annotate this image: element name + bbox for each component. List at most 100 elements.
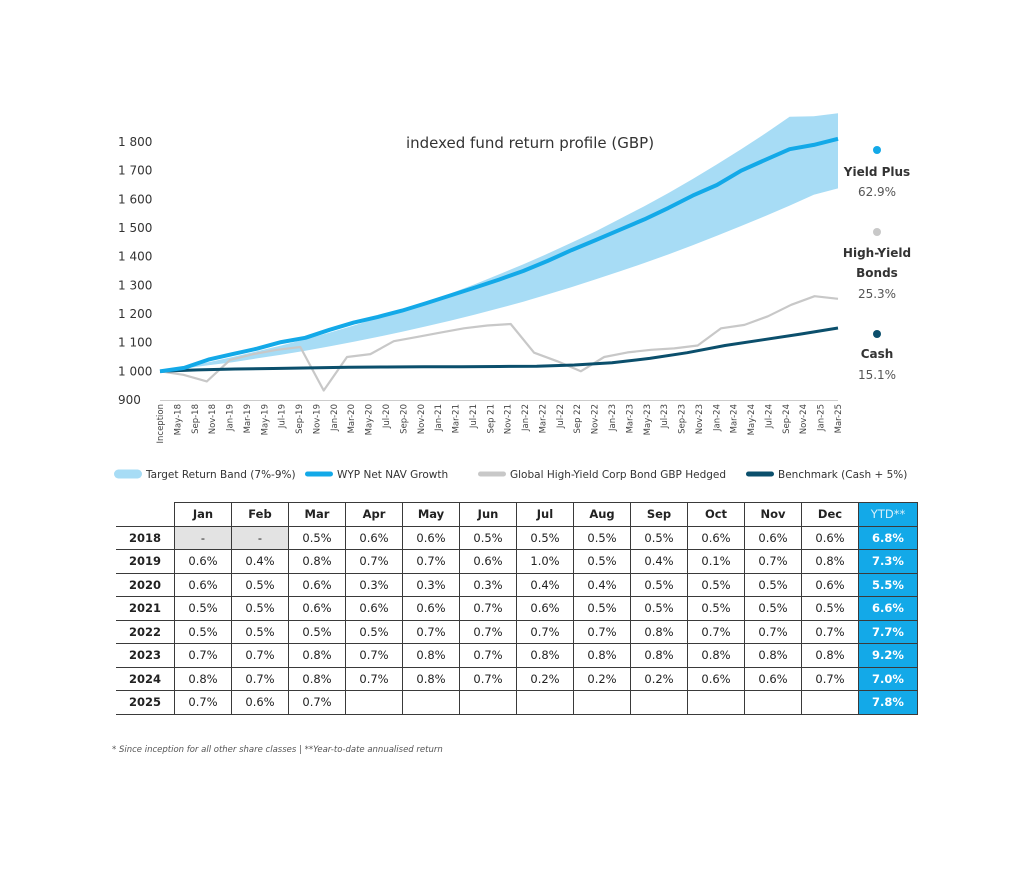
monthly-return-cell: 0.8% bbox=[402, 643, 460, 668]
x-tick-label: Jul-19 bbox=[278, 404, 288, 429]
monthly-returns-table: Jan Feb Mar Apr May Jun Jul Aug Sep Oct Nov Dec YTD*… bbox=[116, 502, 918, 715]
monthly-return-cell bbox=[744, 690, 802, 715]
monthly-return-cell: 0.7% bbox=[459, 596, 517, 621]
monthly-return-cell bbox=[516, 690, 574, 715]
monthly-return-cell: 0.5% bbox=[687, 596, 745, 621]
monthly-return-cell: 0.7% bbox=[402, 619, 460, 644]
monthly-return-cell bbox=[402, 690, 460, 715]
monthly-return-cell: 0.6% bbox=[174, 549, 232, 574]
monthly-return-cell: 0.7% bbox=[288, 690, 346, 715]
ytd-cell: 9.2% bbox=[858, 643, 918, 668]
monthly-return-cell: 0.6% bbox=[744, 666, 802, 691]
monthly-return-cell bbox=[459, 690, 517, 715]
chart-title: indexed fund return profile (GBP) bbox=[406, 134, 654, 152]
x-tick-label: Jan-21 bbox=[434, 404, 444, 432]
y-tick-label: 1 100 bbox=[118, 336, 152, 350]
x-tick-label: May-19 bbox=[260, 404, 270, 435]
high-yield-bonds-line bbox=[159, 295, 839, 392]
monthly-return-cell: 0.8% bbox=[288, 549, 346, 574]
monthly-return-cell: - bbox=[231, 525, 289, 550]
table-row: 2019 0.6% 0.4% 0.8% 0.7% 0.7% 0.6% 1.0% 0.5% 0.4%… bbox=[116, 549, 918, 574]
x-tick-label: Jul-22 bbox=[556, 404, 566, 429]
monthly-return-cell: 0.5% bbox=[174, 596, 232, 621]
month-header: Jun bbox=[459, 502, 517, 527]
monthly-return-cell: 0.7% bbox=[801, 666, 859, 691]
x-tick-label: Sep 21 bbox=[486, 404, 496, 434]
ytd-cell: 7.7% bbox=[858, 619, 918, 644]
monthly-return-cell: 0.4% bbox=[573, 572, 631, 597]
legend: Target Return Band (7%-9%) WYP Net NAV Gr… bbox=[114, 469, 907, 481]
plot-area bbox=[159, 113, 839, 392]
high-yield-label-line2: Bonds bbox=[856, 266, 898, 280]
monthly-return-cell: 0.8% bbox=[288, 643, 346, 668]
x-tick-label: Sep-19 bbox=[295, 404, 305, 434]
monthly-return-cell: 0.3% bbox=[402, 572, 460, 597]
x-tick-label: Mar-22 bbox=[538, 404, 548, 433]
monthly-return-cell: 0.8% bbox=[630, 643, 688, 668]
monthly-return-cell: 0.2% bbox=[573, 666, 631, 691]
x-tick-label: May-23 bbox=[643, 404, 653, 435]
x-tick-label: May-18 bbox=[173, 404, 183, 435]
monthly-return-cell: 0.6% bbox=[801, 572, 859, 597]
monthly-return-cell: 0.7% bbox=[459, 643, 517, 668]
monthly-return-cell: 0.8% bbox=[402, 666, 460, 691]
monthly-return-cell bbox=[687, 690, 745, 715]
year-label: 2023 bbox=[116, 643, 175, 668]
monthly-return-cell: 0.5% bbox=[630, 596, 688, 621]
monthly-return-cell: 0.6% bbox=[402, 596, 460, 621]
month-header: Mar bbox=[288, 502, 346, 527]
monthly-return-cell: 0.8% bbox=[573, 643, 631, 668]
year-label: 2020 bbox=[116, 572, 175, 597]
x-tick-label: Jul-23 bbox=[660, 404, 670, 429]
x-tick-label: Jul-20 bbox=[382, 404, 392, 429]
x-tick-label: Inception bbox=[156, 404, 166, 443]
table-row: 2024 0.8% 0.7% 0.8% 0.7% 0.8% 0.7% 0.2% 0.2% 0.2%… bbox=[116, 666, 918, 691]
monthly-return-cell: 0.7% bbox=[459, 666, 517, 691]
monthly-return-cell: 0.3% bbox=[459, 572, 517, 597]
monthly-return-cell: 0.5% bbox=[687, 572, 745, 597]
table-row: 2018- -0.5% 0.6% 0.6% 0.5% 0.5% 0.5% 0.5% 0.6% 0.… bbox=[116, 525, 918, 550]
x-tick-label: Mar-19 bbox=[243, 404, 253, 433]
ytd-cell: 5.5% bbox=[858, 572, 918, 597]
legend-benchmark-swatch bbox=[746, 471, 774, 477]
monthly-return-cell: 0.7% bbox=[345, 549, 403, 574]
monthly-return-cell: 0.6% bbox=[459, 549, 517, 574]
legend-high-yield-swatch bbox=[478, 471, 506, 477]
x-tick-label: Jan-24 bbox=[712, 404, 722, 432]
monthly-return-cell: 0.7% bbox=[174, 643, 232, 668]
monthly-return-cell: 0.2% bbox=[516, 666, 574, 691]
x-tick-label: Sep-18 bbox=[191, 404, 201, 434]
monthly-return-cell: 0.7% bbox=[516, 619, 574, 644]
monthly-return-cell: 0.8% bbox=[687, 643, 745, 668]
y-tick-label: 1 600 bbox=[118, 192, 152, 206]
y-tick-label: 1 800 bbox=[118, 135, 152, 149]
monthly-return-cell: 0.5% bbox=[288, 619, 346, 644]
monthly-return-cell: 0.7% bbox=[345, 643, 403, 668]
monthly-return-cell: 0.8% bbox=[744, 643, 802, 668]
month-header: Nov bbox=[744, 502, 802, 527]
monthly-return-cell: 0.6% bbox=[744, 525, 802, 550]
month-header: Oct bbox=[687, 502, 745, 527]
monthly-return-cell: 0.1% bbox=[687, 549, 745, 574]
monthly-return-cell: 0.6% bbox=[402, 525, 460, 550]
monthly-return-cell: 0.6% bbox=[231, 690, 289, 715]
yield-plus-marker bbox=[873, 146, 881, 154]
monthly-return-cell: 1.0% bbox=[516, 549, 574, 574]
legend-nav-growth-label: WYP Net NAV Growth bbox=[337, 469, 448, 481]
year-label: 2022 bbox=[116, 619, 175, 644]
monthly-return-cell: 0.8% bbox=[288, 666, 346, 691]
month-header: Feb bbox=[231, 502, 289, 527]
year-label: 2025 bbox=[116, 690, 175, 715]
footnote: * Since inception for all other share cl… bbox=[112, 745, 443, 755]
y-tick-label: 1 000 bbox=[118, 364, 152, 378]
x-tick-label: Nov-23 bbox=[695, 404, 705, 434]
x-tick-label: Jan-22 bbox=[521, 404, 531, 432]
monthly-return-cell: 0.5% bbox=[744, 572, 802, 597]
table-body: 2018- -0.5% 0.6% 0.6% 0.5% 0.5% 0.5% 0.5% 0.6% 0.… bbox=[116, 525, 918, 715]
monthly-return-cell: 0.3% bbox=[345, 572, 403, 597]
table-corner-cell bbox=[116, 502, 175, 527]
monthly-return-cell: 0.6% bbox=[801, 525, 859, 550]
monthly-return-cell: 0.5% bbox=[231, 572, 289, 597]
cash-marker bbox=[873, 330, 881, 338]
monthly-return-cell: 0.5% bbox=[573, 596, 631, 621]
